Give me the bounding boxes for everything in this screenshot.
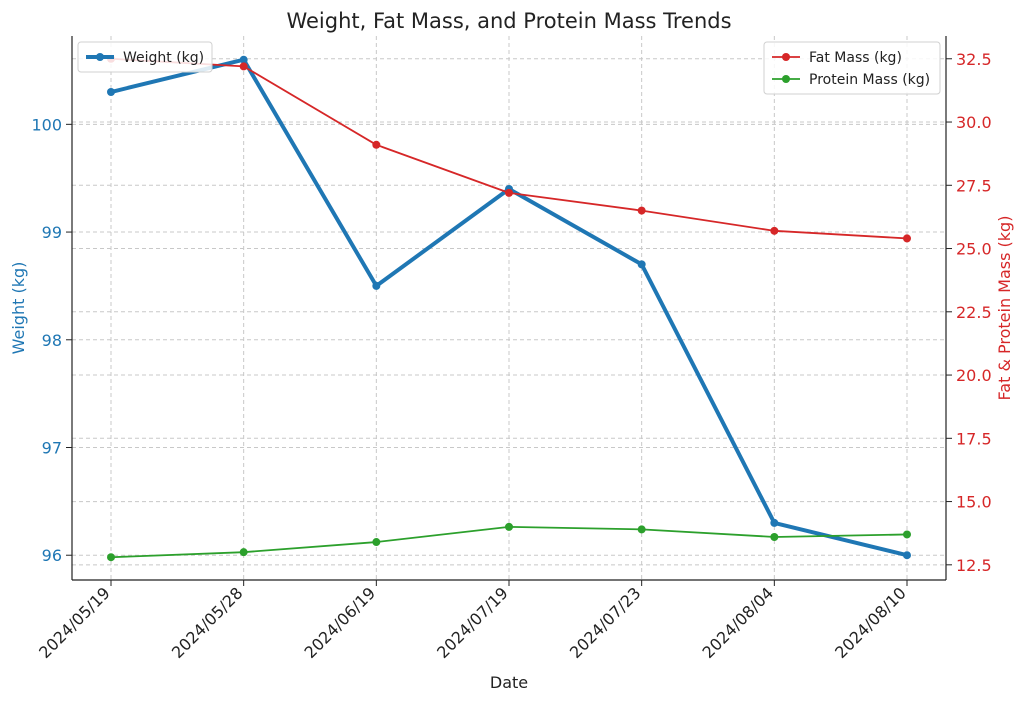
point-protein-mass-kg	[372, 538, 381, 547]
point-protein-mass-kg	[107, 553, 115, 562]
series-layer	[107, 54, 911, 562]
point-protein-mass-kg	[239, 548, 248, 557]
legend-frame	[77, 41, 213, 73]
y-left-tick-label: 99	[42, 223, 62, 242]
y-right-tick-label: 12.5	[956, 556, 992, 575]
legend-swatch-marker	[96, 53, 104, 61]
point-weight-kg	[637, 260, 646, 269]
point-protein-mass-kg	[770, 532, 779, 541]
point-protein-mass-kg	[505, 522, 513, 531]
axes: 2024/05/19 2024/05/28 2024/06/19 2024/07/19…	[31, 36, 992, 662]
legend-label: Protein Mass (kg)	[809, 72, 930, 88]
legend-weight: Weight (kg)	[77, 41, 213, 73]
legend-mass: Fat Mass (kg) Protein Mass (kg)	[763, 41, 941, 95]
y-right-tick-label: 20.0	[956, 366, 992, 385]
y-right-tick-label: 17.5	[956, 429, 992, 448]
legend-label: Weight (kg)	[123, 50, 204, 66]
x-tick-label: 2024/07/23	[566, 583, 645, 662]
point-protein-mass-kg	[637, 525, 646, 534]
x-tick-label: 2024/05/28	[168, 583, 247, 662]
y-right-tick-label: 25.0	[956, 240, 992, 259]
x-tick-label: 2024/08/04	[699, 583, 778, 662]
chart-title: Weight, Fat Mass, and Protein Mass Trend…	[286, 9, 731, 33]
point-fat-mass-kg	[372, 140, 381, 149]
legend-frame	[763, 41, 941, 95]
legend-label: Fat Mass (kg)	[809, 50, 902, 66]
grid	[72, 36, 946, 580]
x-tick-label: 2024/08/10	[831, 583, 910, 662]
point-fat-mass-kg	[903, 234, 911, 243]
y-left-tick-label: 100	[31, 115, 62, 134]
y-right-tick-label: 22.5	[956, 303, 992, 322]
point-fat-mass-kg	[770, 226, 779, 235]
x-tick-label: 2024/07/19	[433, 583, 512, 662]
point-fat-mass-kg	[505, 188, 513, 197]
y-axis-right-label: Fat & Protein Mass (kg)	[995, 216, 1014, 401]
point-weight-kg	[903, 551, 911, 560]
y-axis-left-label: Weight (kg)	[9, 262, 28, 355]
y-right-tick-label: 30.0	[956, 113, 992, 132]
point-weight-kg	[107, 88, 115, 97]
y-right-tick-label: 15.0	[956, 493, 992, 512]
y-right-tick-label: 32.5	[956, 50, 992, 69]
x-axis-label: Date	[490, 673, 528, 692]
y-left-tick-label: 97	[42, 439, 62, 458]
x-tick-label: 2024/06/19	[301, 583, 380, 662]
point-fat-mass-kg	[637, 206, 646, 215]
point-weight-kg	[770, 518, 779, 527]
point-fat-mass-kg	[239, 62, 248, 71]
point-weight-kg	[239, 55, 248, 64]
point-weight-kg	[372, 281, 381, 290]
y-left-tick-label: 98	[42, 331, 62, 350]
legend-swatch-marker	[782, 75, 790, 83]
y-left-tick-label: 96	[42, 546, 62, 565]
y-right-tick-label: 27.5	[956, 176, 992, 195]
point-protein-mass-kg	[903, 530, 911, 539]
legend-swatch-marker	[782, 53, 790, 61]
x-tick-label: 2024/05/19	[35, 583, 114, 662]
